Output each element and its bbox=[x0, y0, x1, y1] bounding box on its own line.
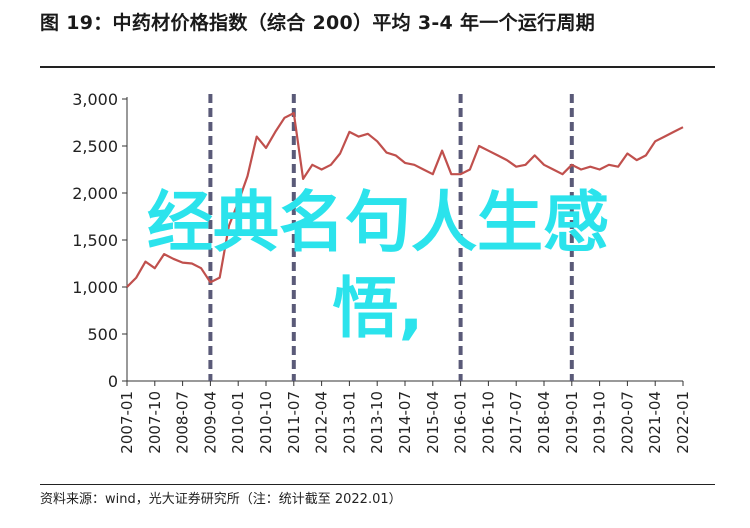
y-tick-label: 3,000 bbox=[72, 90, 118, 109]
x-tick-label: 2010-10 bbox=[257, 391, 275, 454]
x-tick-label: 2013-10 bbox=[368, 391, 386, 454]
source-note: 资料来源：wind，光大证券研究所（注：统计截至 2022.01） bbox=[40, 492, 402, 507]
watermark-overlay-text: 经典名句人生感 悟, bbox=[147, 184, 609, 347]
y-tick-label: 500 bbox=[87, 325, 118, 344]
x-tick-label: 2017-07 bbox=[507, 391, 525, 454]
title-divider bbox=[40, 66, 715, 68]
x-tick-label: 2019-10 bbox=[591, 391, 609, 454]
y-tick-label: 0 bbox=[108, 372, 118, 391]
x-tick-label: 2019-01 bbox=[563, 391, 581, 454]
x-tick-label: 2021-04 bbox=[646, 391, 664, 454]
series-layer bbox=[126, 111, 684, 288]
x-tick-label: 2009-04 bbox=[201, 391, 219, 454]
x-tick-label: 2008-07 bbox=[174, 391, 192, 454]
cycle-markers bbox=[208, 94, 574, 381]
x-tick-label: 2010-01 bbox=[229, 391, 247, 454]
x-tick-label: 2013-01 bbox=[340, 391, 358, 454]
x-tick-label: 2018-04 bbox=[535, 391, 553, 454]
x-tick-label: 2015-04 bbox=[424, 391, 442, 454]
series-line bbox=[126, 111, 684, 288]
x-tick-label: 2016-01 bbox=[452, 391, 470, 454]
y-tick-label: 1,500 bbox=[72, 231, 118, 250]
footer-divider bbox=[40, 484, 715, 485]
y-tick-label: 2,000 bbox=[72, 184, 118, 203]
x-tick-labels: 2007-01 2007-10 2008-07 2009-04 2010-01 2010-… bbox=[118, 391, 692, 454]
x-tick-label: 2012-04 bbox=[313, 391, 331, 454]
y-tick-label: 1,000 bbox=[72, 278, 118, 297]
x-tick-label: 2011-07 bbox=[285, 391, 303, 454]
x-tick-label: 2007-10 bbox=[146, 391, 164, 454]
axes bbox=[122, 97, 684, 386]
x-tick-label: 2022-01 bbox=[674, 391, 692, 454]
y-tick-label: 2,500 bbox=[72, 137, 118, 156]
x-tick-label: 2016-10 bbox=[479, 391, 497, 454]
y-tick-labels: 0 500 1,000 1,500 2,000 2,500 3,000 bbox=[72, 90, 118, 391]
x-tick-label: 2014-07 bbox=[396, 391, 414, 454]
chart-title: 图 19：中药材价格指数（综合 200）平均 3-4 年一个运行周期 bbox=[40, 12, 596, 34]
x-tick-label: 2020-07 bbox=[618, 391, 636, 454]
x-tick-label: 2007-01 bbox=[118, 391, 136, 454]
